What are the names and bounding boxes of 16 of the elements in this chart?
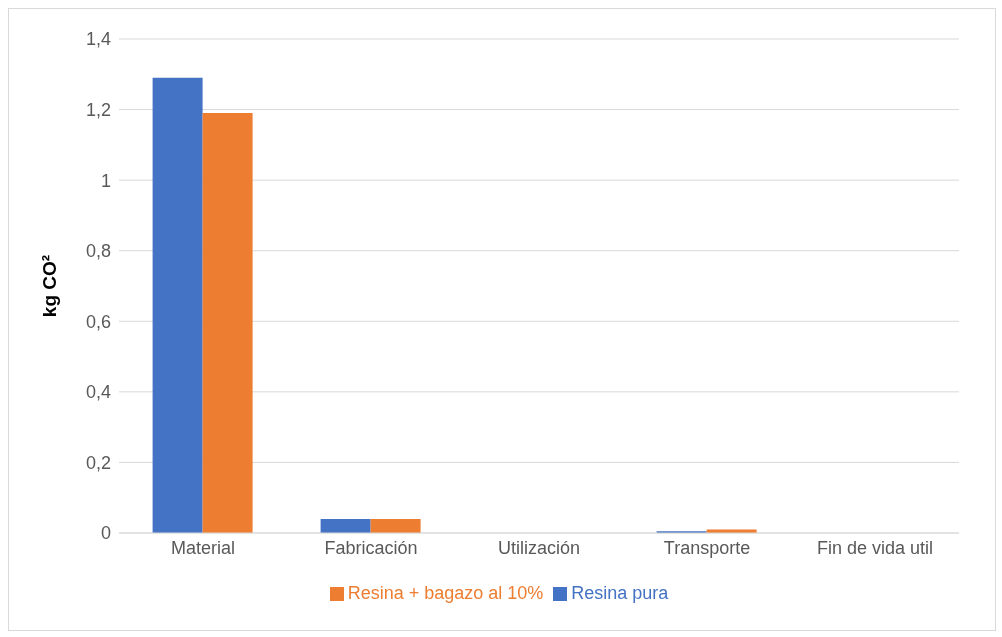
legend-label: Resina + bagazo al 10% — [347, 583, 544, 603]
y-tick-label: 0,4 — [85, 382, 111, 403]
x-tick-label: Fabricación — [324, 537, 418, 558]
y-tick-label: 1,2 — [85, 99, 111, 120]
x-tick-label: Transporte — [663, 537, 751, 558]
legend-label: Resina pura — [571, 583, 669, 603]
y-tick-label: 0,6 — [85, 311, 111, 332]
x-tick-label: Fin de vida util — [816, 537, 934, 558]
y-tick-label: 0,2 — [85, 452, 111, 473]
x-tick-label: Utilización — [497, 537, 581, 558]
y-tick-label: 1,4 — [85, 29, 111, 50]
x-tick-label: Material — [170, 537, 236, 558]
y-tick-label: 1 — [100, 170, 111, 191]
y-axis-title: kg CO² — [38, 254, 60, 318]
y-tick-label: 0 — [100, 523, 111, 544]
y-tick-label: 0,8 — [85, 241, 111, 262]
